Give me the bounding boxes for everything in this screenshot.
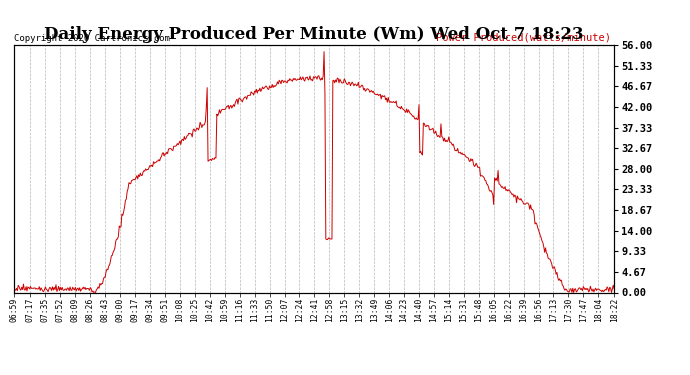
Text: Copyright 2020 Cartronics.com: Copyright 2020 Cartronics.com: [14, 33, 170, 42]
Title: Daily Energy Produced Per Minute (Wm) Wed Oct 7 18:23: Daily Energy Produced Per Minute (Wm) We…: [44, 27, 584, 44]
Text: Power Produced(watts/minute): Power Produced(watts/minute): [436, 33, 611, 42]
